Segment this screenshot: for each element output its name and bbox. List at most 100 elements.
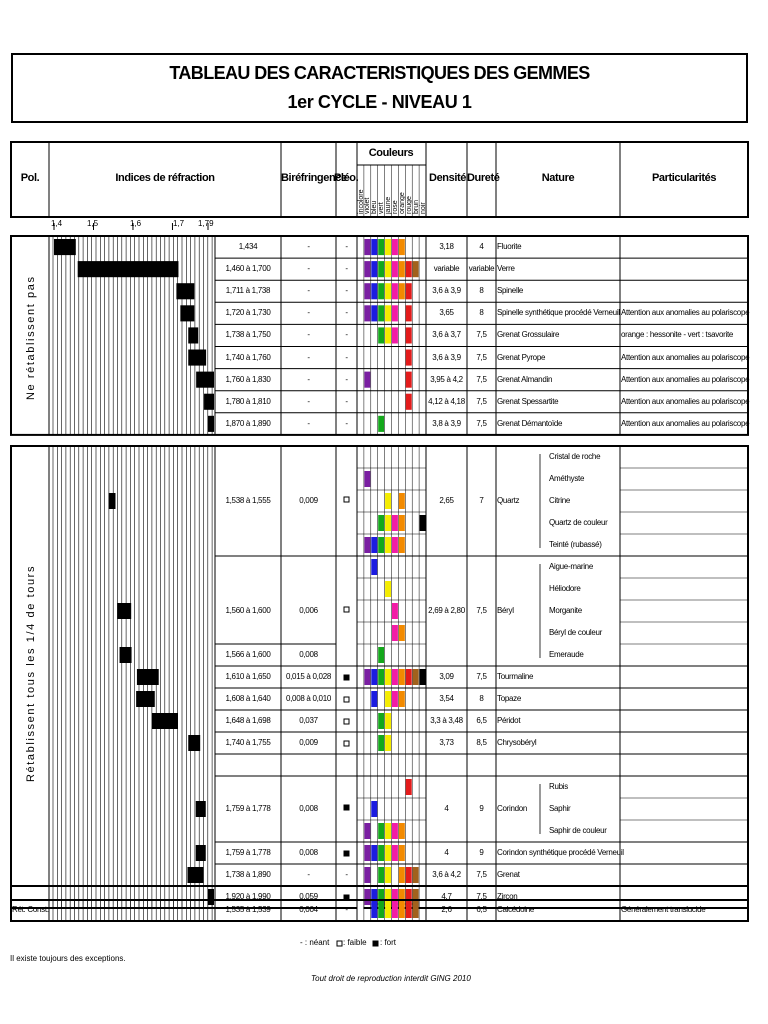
page-title: TABLEAU DES CARACTERISTIQUES DES GEMMES xyxy=(169,63,590,83)
scale-label-3: 1,6 xyxy=(130,219,142,228)
color-swatch-rose xyxy=(392,239,398,256)
particularites-value: Attention aux anomalies au polariscope xyxy=(621,308,750,318)
color-swatch-orange xyxy=(398,845,405,861)
color-swatch-violet xyxy=(364,845,371,861)
scale-label-2: 1,5 xyxy=(87,219,99,228)
ri-value: 1,740 à 1,755 xyxy=(225,738,271,747)
birefringence-value: - xyxy=(307,418,310,428)
hardness-value: 6,5 xyxy=(476,716,487,725)
color-swatch-incolore xyxy=(357,889,364,905)
header-durete: Dureté xyxy=(467,172,500,184)
color-swatch-jaune xyxy=(385,581,391,597)
color-swatch-jaune xyxy=(385,305,391,322)
color-swatch-vert xyxy=(378,647,385,663)
nature-sub-value: Rubis xyxy=(549,782,568,791)
birefringence-value: 0,008 xyxy=(299,650,318,659)
color-swatch-orange xyxy=(398,239,405,256)
nature-sub-value: Morganite xyxy=(549,606,582,615)
color-swatch-noir xyxy=(419,515,426,531)
color-swatch-jaune xyxy=(385,493,391,509)
density-value: 4 xyxy=(444,804,449,813)
birefringence-value: 0,037 xyxy=(299,716,318,725)
color-swatch-rouge xyxy=(405,779,412,795)
ri-bar xyxy=(208,415,214,432)
density-value: 4 xyxy=(444,848,449,857)
header-box xyxy=(10,141,749,218)
header-pol: Pol. xyxy=(20,172,40,184)
nature-value: Grenat xyxy=(497,870,520,879)
color-swatch-rouge xyxy=(405,669,412,685)
color-swatch-jaune xyxy=(385,845,391,861)
density-value: 4,12 à 4,18 xyxy=(428,396,465,406)
hardness-value: 7,5 xyxy=(476,870,487,879)
header-nature: Nature xyxy=(541,172,575,184)
nature-sub-value: Emeraude xyxy=(549,650,584,659)
color-swatch-rose xyxy=(392,283,398,300)
color-swatch-incolore xyxy=(357,305,364,322)
header-pleochroism: Pléo. xyxy=(334,172,359,184)
color-swatch-rouge xyxy=(405,371,412,388)
color-swatch-jaune xyxy=(385,889,391,905)
color-swatch-violet xyxy=(364,283,371,300)
color-swatch-bleu xyxy=(371,239,378,256)
nature-sub-value: Quartz de couleur xyxy=(549,518,608,527)
header-densite: Densité xyxy=(429,172,466,184)
hardness-value: 7,5 xyxy=(476,396,487,406)
nature-value: Grenat Pyrope xyxy=(497,352,546,362)
color-swatch-bleu xyxy=(371,669,378,685)
color-swatch-rose xyxy=(392,691,398,707)
color-swatch-incolore xyxy=(357,261,364,278)
nature-value: Péridot xyxy=(497,716,521,725)
ri-value: 1,720 à 1,730 xyxy=(225,308,271,318)
color-swatch-bleu xyxy=(371,559,378,575)
ri-value: 1,738 à 1,750 xyxy=(225,330,271,340)
ri-bar xyxy=(188,735,201,751)
color-swatch-vert xyxy=(378,845,385,861)
ri-bar xyxy=(176,283,195,300)
ri-bar xyxy=(108,493,116,509)
section-box xyxy=(10,899,749,922)
ri-value: 1,538 à 1,555 xyxy=(225,496,271,505)
nature-value: Corindon synthétique procédé Verneuil xyxy=(497,848,624,857)
color-name-noir: noir xyxy=(419,202,427,214)
density-value: 3,65 xyxy=(439,308,454,318)
color-swatch-rouge xyxy=(405,349,412,366)
ri-bar xyxy=(204,393,214,410)
color-swatch-rose xyxy=(392,327,398,344)
color-swatch-vert xyxy=(378,903,385,918)
color-swatch-jaune xyxy=(385,903,391,918)
birefringence-value: - xyxy=(307,286,310,296)
color-swatch-brun xyxy=(412,669,419,685)
color-swatch-orange xyxy=(398,691,405,707)
nature-value: Grenat Démantoïde xyxy=(497,418,563,428)
scale-label-5: 1,79 xyxy=(198,219,214,228)
color-name-orange: orange xyxy=(398,192,406,214)
color-swatch-violet xyxy=(364,537,371,553)
pleochroism-value: - xyxy=(345,352,348,362)
birefringence-value: 0,009 xyxy=(299,496,318,505)
density-value: 3,6 à 3,9 xyxy=(432,286,461,296)
color-swatch-jaune xyxy=(385,515,391,531)
density-value: 2,65 xyxy=(439,496,454,505)
pleochroism-weak-marker xyxy=(343,740,350,747)
color-swatch-vert xyxy=(378,283,385,300)
color-swatch-bleu xyxy=(371,283,378,300)
particularites-value: Généralement translucide xyxy=(621,905,706,914)
color-swatch-jaune xyxy=(385,691,391,707)
color-swatch-orange xyxy=(398,537,405,553)
color-swatch-jaune xyxy=(385,713,391,729)
nature-value: Spinelle synthétique procédé Verneuil xyxy=(497,308,620,318)
nature-value: Corindon xyxy=(497,804,528,813)
ri-value: 1,434 xyxy=(238,242,258,251)
color-swatch-brun xyxy=(412,867,419,883)
density-value: 2,6 xyxy=(441,905,452,914)
header-couleurs: Couleurs xyxy=(368,147,414,159)
color-swatch-bleu xyxy=(371,845,378,861)
birefringence-value: 0,059 xyxy=(299,892,318,901)
scale-label-1: 1,4 xyxy=(51,219,63,228)
particularites-value: Attention aux anomalies au polariscope xyxy=(621,396,750,406)
ri-bar xyxy=(195,801,206,817)
nature-sub-value: Cristal de roche xyxy=(549,452,601,461)
ri-bar xyxy=(188,327,199,344)
